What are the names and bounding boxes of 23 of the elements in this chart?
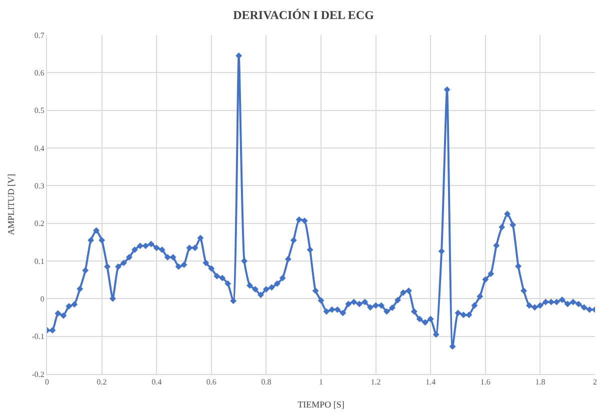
x-tick-label: 1.8 [535, 378, 546, 387]
y-tick-label: 0.4 [34, 144, 44, 153]
x-tick-label: 1.4 [426, 378, 436, 387]
x-tick-label: 1.6 [480, 378, 490, 387]
x-tick-label: 0.8 [261, 378, 272, 387]
x-tick-label: 0.2 [96, 378, 107, 387]
y-tick-label: 0.6 [34, 68, 44, 78]
chart-title: DERIVACIÓN I DEL ECG [233, 8, 374, 22]
x-tick-label: 0.4 [152, 378, 162, 387]
y-tick-label: 0 [40, 294, 44, 304]
x-tick-label: 1.2 [370, 378, 381, 387]
y-tick-label: 0.7 [34, 30, 44, 40]
y-tick-label: -0.2 [32, 370, 44, 379]
y-tick-label: 0.1 [34, 256, 44, 266]
x-axis-title: TIEMPO [S] [298, 399, 344, 410]
y-tick-label: 0.2 [34, 219, 44, 228]
y-tick-label: 0.5 [34, 106, 44, 116]
x-tick-label: 0.6 [206, 378, 216, 387]
y-tick-label: 0.3 [34, 181, 44, 190]
x-tick-label: 1 [319, 378, 323, 387]
x-tick-label: 2 [593, 378, 597, 387]
y-tick-label: -0.1 [32, 332, 44, 342]
y-axis-title: AMPLITUD [V] [6, 174, 16, 236]
